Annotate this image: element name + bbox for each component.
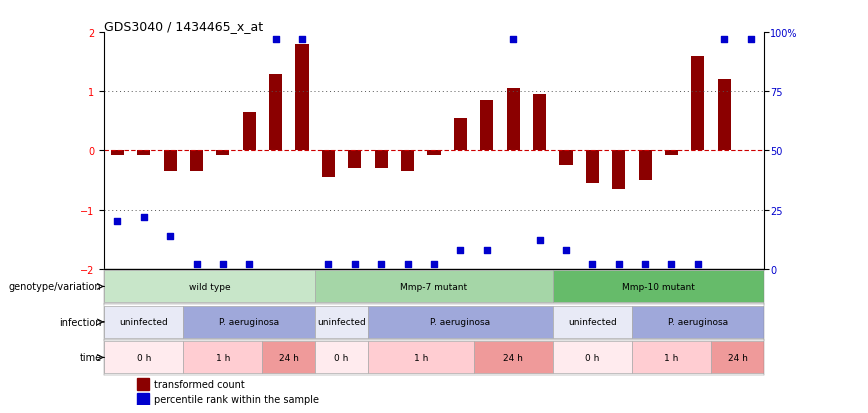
Bar: [718, 80, 731, 151]
Text: transformed count: transformed count: [154, 379, 245, 389]
Point: [744, 37, 758, 43]
Bar: [137, 393, 149, 405]
Point: [665, 261, 679, 268]
Text: 24 h: 24 h: [503, 353, 523, 362]
Text: 0 h: 0 h: [334, 353, 349, 362]
Point: [585, 261, 599, 268]
Point: [110, 218, 124, 225]
Bar: [474, 342, 553, 373]
Text: wild type: wild type: [189, 282, 231, 291]
Point: [612, 261, 626, 268]
Point: [638, 261, 652, 268]
Point: [691, 261, 705, 268]
Bar: [315, 306, 368, 338]
Bar: [104, 271, 315, 303]
Bar: [553, 271, 764, 303]
Bar: [454, 119, 467, 151]
Text: percentile rank within the sample: percentile rank within the sample: [154, 394, 319, 404]
Bar: [375, 151, 388, 169]
Bar: [553, 306, 632, 338]
Point: [533, 237, 547, 244]
Point: [242, 261, 256, 268]
Bar: [348, 151, 361, 169]
Point: [321, 261, 335, 268]
Text: 1 h: 1 h: [664, 353, 679, 362]
Point: [295, 37, 309, 43]
Bar: [586, 151, 599, 183]
Text: GDS3040 / 1434465_x_at: GDS3040 / 1434465_x_at: [104, 20, 263, 33]
Text: 1 h: 1 h: [216, 353, 230, 362]
Point: [401, 261, 415, 268]
Bar: [612, 151, 625, 190]
Text: P. aeruginosa: P. aeruginosa: [220, 318, 279, 327]
Bar: [295, 45, 309, 151]
Point: [506, 37, 520, 43]
Bar: [533, 95, 546, 151]
Bar: [639, 151, 652, 180]
Text: uninfected: uninfected: [568, 318, 616, 327]
Bar: [183, 342, 262, 373]
Bar: [401, 151, 414, 172]
Point: [559, 247, 573, 254]
Bar: [216, 151, 229, 155]
Bar: [315, 271, 553, 303]
Text: 1 h: 1 h: [414, 353, 428, 362]
Text: infection: infection: [59, 317, 102, 327]
Bar: [632, 306, 764, 338]
Point: [427, 261, 441, 268]
Text: 24 h: 24 h: [279, 353, 299, 362]
Point: [717, 37, 731, 43]
Text: uninfected: uninfected: [120, 318, 168, 327]
Point: [348, 261, 362, 268]
Point: [269, 37, 283, 43]
Bar: [711, 342, 764, 373]
Bar: [322, 151, 335, 178]
Bar: [183, 306, 315, 338]
Bar: [104, 342, 183, 373]
Bar: [559, 151, 573, 166]
Bar: [368, 306, 553, 338]
Bar: [368, 342, 474, 373]
Bar: [111, 151, 124, 155]
Point: [374, 261, 388, 268]
Text: Mmp-10 mutant: Mmp-10 mutant: [621, 282, 694, 291]
Bar: [137, 151, 150, 155]
Text: genotype/variation: genotype/variation: [9, 282, 102, 292]
Bar: [553, 342, 632, 373]
Text: P. aeruginosa: P. aeruginosa: [431, 318, 490, 327]
Bar: [691, 57, 705, 151]
Bar: [104, 306, 183, 338]
Bar: [632, 342, 711, 373]
Bar: [665, 151, 678, 155]
Point: [216, 261, 230, 268]
Bar: [137, 378, 149, 390]
Point: [137, 214, 151, 221]
Text: P. aeruginosa: P. aeruginosa: [667, 318, 728, 327]
Bar: [262, 342, 315, 373]
Point: [163, 233, 177, 239]
Text: Mmp-7 mutant: Mmp-7 mutant: [400, 282, 468, 291]
Point: [480, 247, 494, 254]
Bar: [480, 101, 493, 151]
Point: [189, 261, 203, 268]
Text: time: time: [79, 353, 102, 363]
Bar: [190, 151, 203, 172]
Text: 0 h: 0 h: [585, 353, 600, 362]
Point: [453, 247, 467, 254]
Bar: [269, 74, 282, 151]
Bar: [427, 151, 441, 155]
Bar: [163, 151, 177, 172]
Bar: [507, 89, 520, 151]
Text: uninfected: uninfected: [318, 318, 366, 327]
Bar: [315, 342, 368, 373]
Text: 24 h: 24 h: [727, 353, 747, 362]
Text: 0 h: 0 h: [136, 353, 151, 362]
Bar: [243, 113, 256, 151]
